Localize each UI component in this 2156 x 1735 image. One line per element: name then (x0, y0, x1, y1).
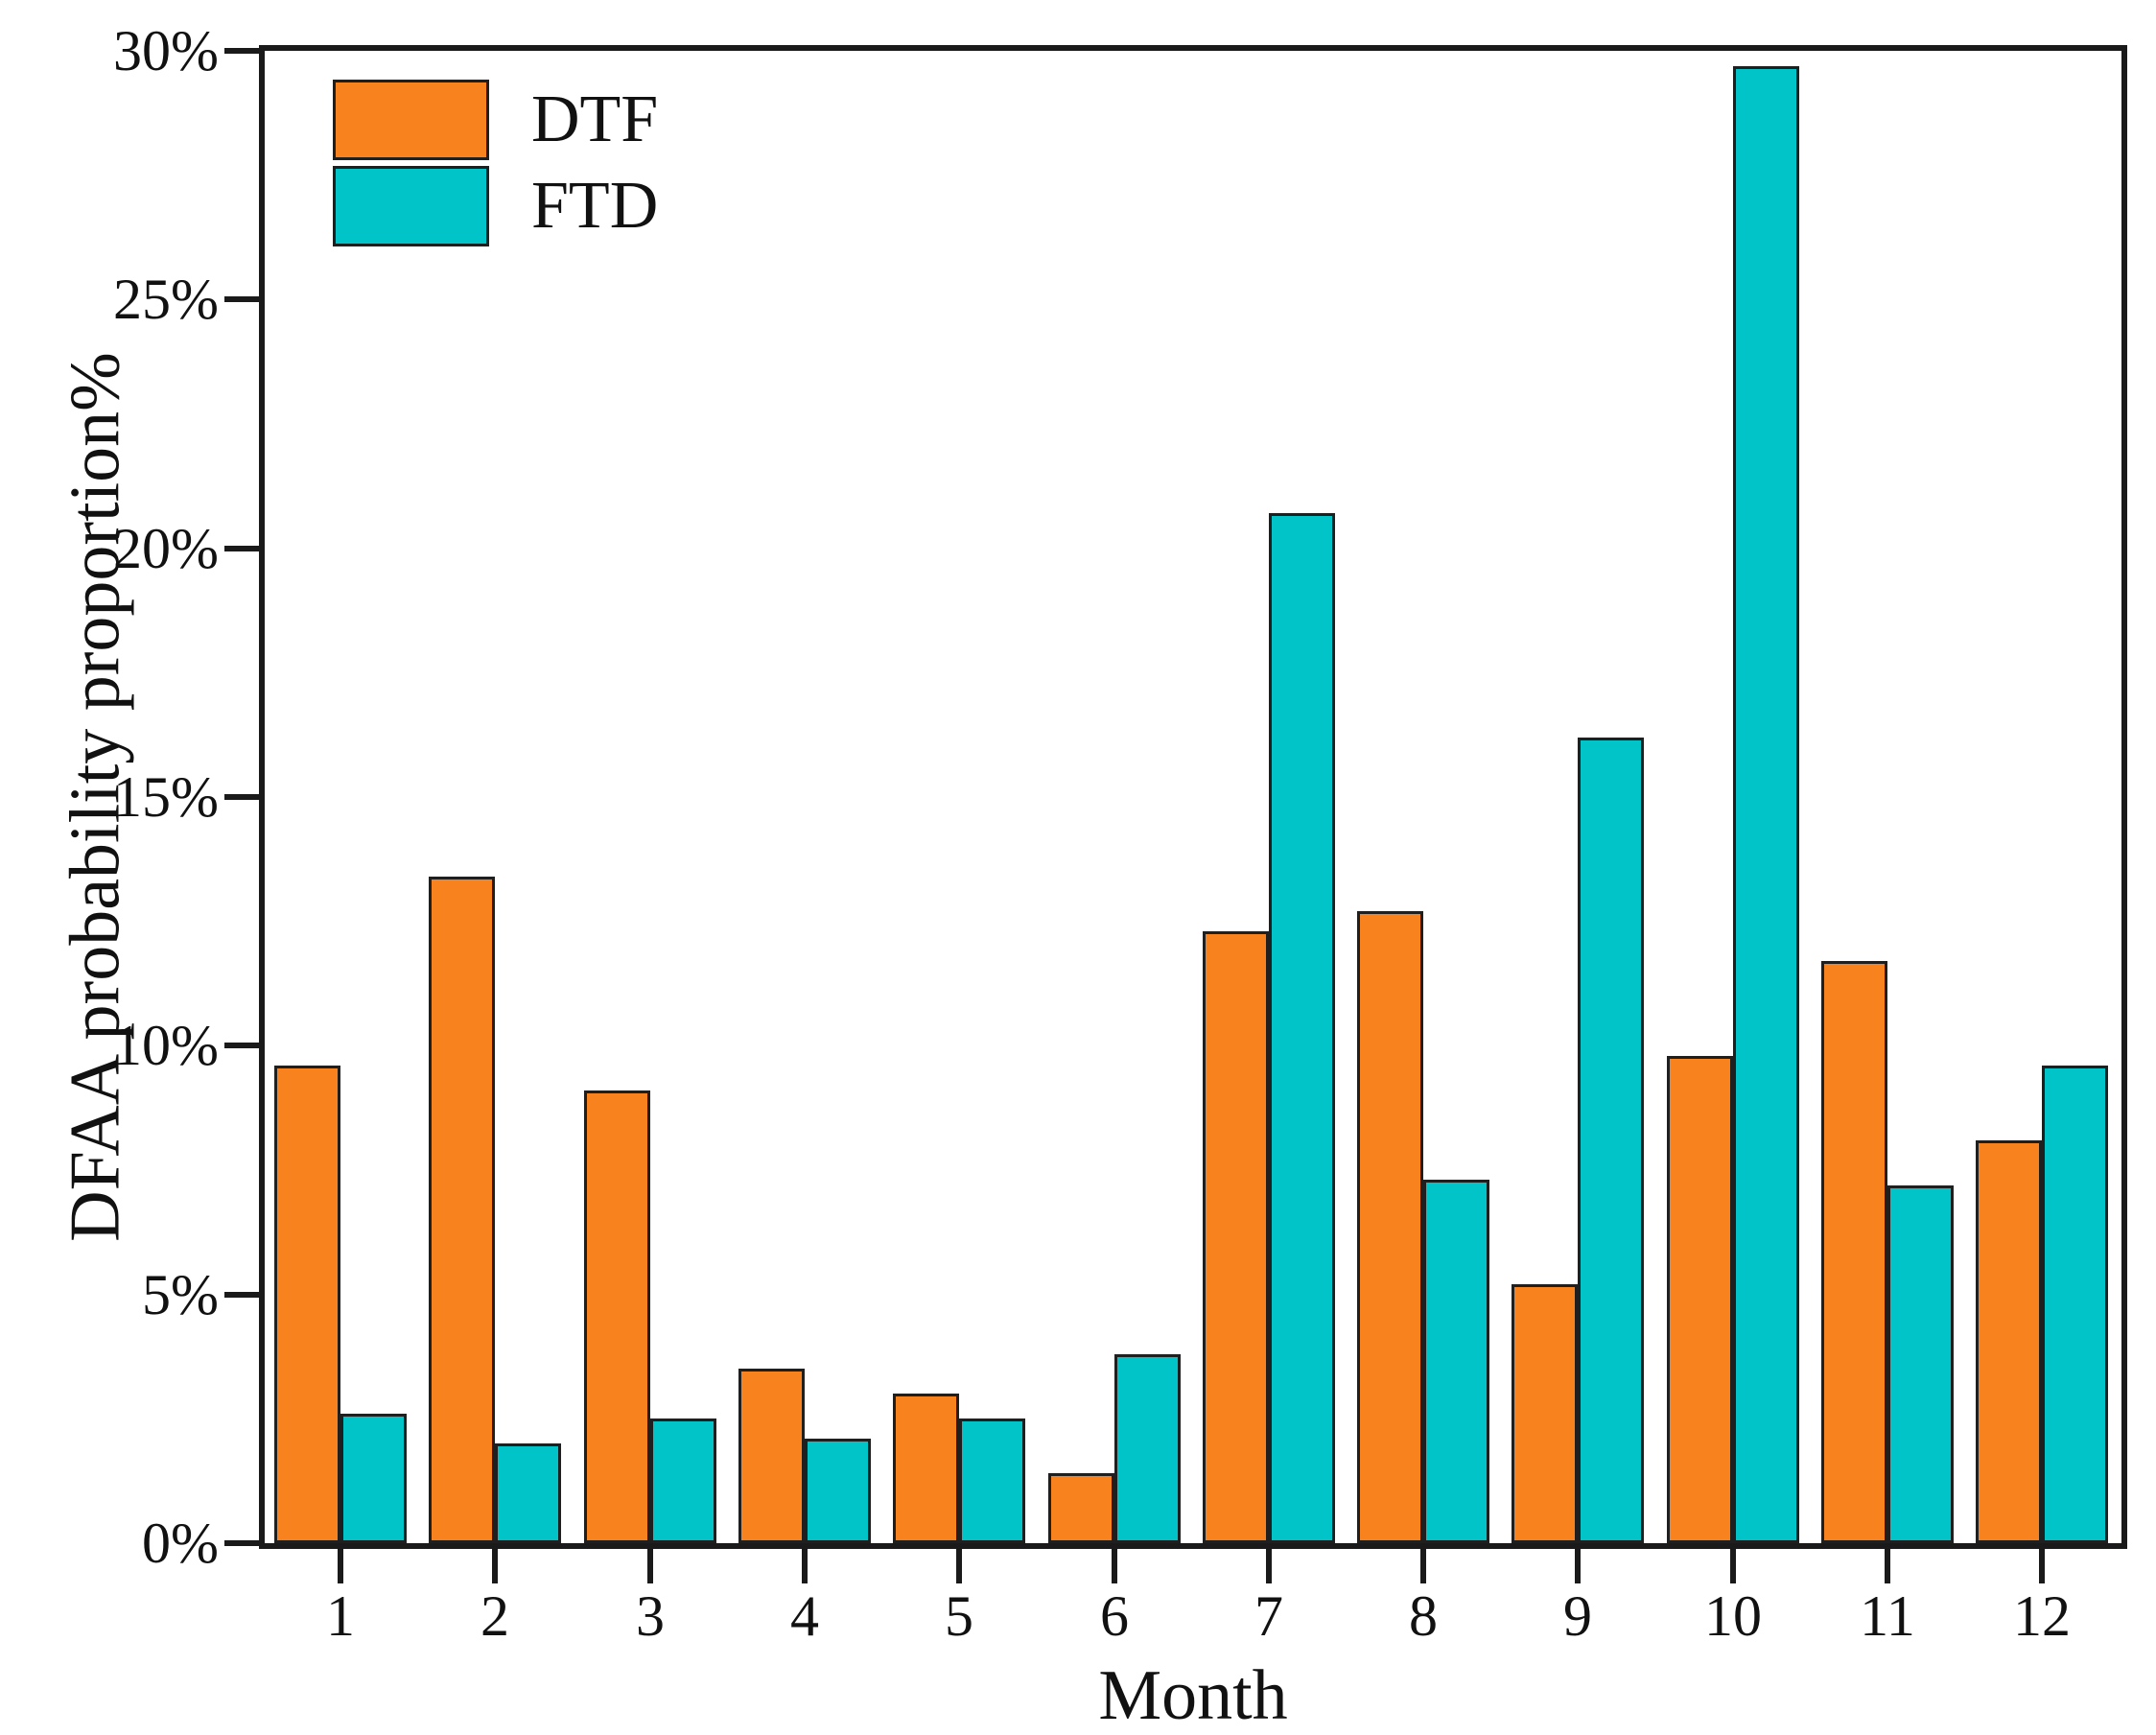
plot-area: DTF FTD (259, 45, 2127, 1549)
bar-ftd-month-10 (1733, 66, 1799, 1543)
bar-ftd-month-1 (340, 1414, 407, 1543)
bars-layer (265, 51, 2121, 1543)
x-tick-label: 9 (1563, 1584, 1592, 1648)
bar-dtf-month-12 (1976, 1140, 2042, 1543)
x-axis-title: Month (1098, 1656, 1288, 1735)
x-tick-label: 8 (1409, 1584, 1438, 1648)
y-tick-label: 0% (142, 1512, 219, 1575)
legend-label-dtf: DTF (531, 82, 659, 156)
bar-ftd-month-12 (2042, 1066, 2108, 1543)
x-tick-7 (1266, 1543, 1272, 1583)
y-tick-5% (224, 1292, 259, 1298)
bar-ftd-month-3 (650, 1418, 716, 1543)
legend: DTF FTD (333, 80, 658, 252)
legend-swatch-dtf (333, 80, 489, 160)
y-tick-label: 5% (142, 1263, 219, 1326)
x-tick-6 (1112, 1543, 1117, 1583)
x-tick-label: 4 (790, 1584, 819, 1648)
y-tick-30% (224, 48, 259, 54)
bar-dtf-month-10 (1667, 1056, 1733, 1543)
bar-dtf-month-4 (738, 1369, 805, 1543)
y-tick-label: 30% (113, 19, 219, 82)
x-tick-label: 3 (636, 1584, 665, 1648)
legend-item-ftd: FTD (333, 166, 658, 246)
legend-swatch-ftd (333, 166, 489, 246)
bar-dtf-month-5 (893, 1394, 959, 1543)
x-tick-12 (2039, 1543, 2045, 1583)
bar-ftd-month-5 (959, 1418, 1025, 1543)
x-tick-4 (802, 1543, 808, 1583)
x-tick-label: 11 (1860, 1584, 1915, 1648)
bar-dtf-month-7 (1203, 931, 1269, 1543)
y-tick-label: 10% (113, 1014, 219, 1077)
x-tick-5 (956, 1543, 962, 1583)
x-tick-11 (1885, 1543, 1890, 1583)
bar-dtf-month-6 (1048, 1473, 1114, 1543)
bar-dtf-month-3 (584, 1090, 650, 1543)
bar-dtf-month-9 (1512, 1284, 1578, 1543)
bar-ftd-month-4 (805, 1439, 871, 1543)
x-tick-3 (647, 1543, 653, 1583)
bar-dtf-month-8 (1357, 911, 1423, 1543)
x-tick-label: 1 (326, 1584, 355, 1648)
legend-label-ftd: FTD (531, 169, 659, 243)
bar-ftd-month-9 (1578, 738, 1644, 1543)
x-tick-label: 7 (1254, 1584, 1283, 1648)
y-tick-label: 20% (113, 517, 219, 580)
x-tick-9 (1575, 1543, 1581, 1583)
y-tick-20% (224, 546, 259, 551)
bar-ftd-month-2 (495, 1443, 561, 1543)
x-tick-8 (1420, 1543, 1426, 1583)
y-tick-15% (224, 794, 259, 800)
x-tick-label: 12 (2013, 1584, 2071, 1648)
y-tick-label: 25% (113, 268, 219, 331)
x-tick-label: 5 (945, 1584, 973, 1648)
y-tick-10% (224, 1043, 259, 1048)
bar-ftd-month-11 (1887, 1185, 1954, 1543)
bar-dtf-month-11 (1821, 961, 1887, 1543)
x-tick-1 (338, 1543, 343, 1583)
bar-ftd-month-8 (1423, 1180, 1489, 1543)
legend-item-dtf: DTF (333, 80, 658, 160)
x-tick-2 (492, 1543, 498, 1583)
x-tick-label: 6 (1100, 1584, 1129, 1648)
x-tick-label: 2 (480, 1584, 509, 1648)
y-tick-0% (224, 1540, 259, 1546)
y-tick-label: 15% (113, 765, 219, 829)
y-axis-title: DFAA probability proportion% (56, 352, 135, 1242)
bar-dtf-month-1 (274, 1066, 340, 1543)
x-tick-label: 10 (1704, 1584, 1762, 1648)
x-tick-10 (1730, 1543, 1736, 1583)
bar-ftd-month-6 (1114, 1354, 1181, 1543)
y-tick-25% (224, 296, 259, 302)
bar-ftd-month-7 (1269, 513, 1335, 1543)
bar-dtf-month-2 (429, 877, 495, 1543)
